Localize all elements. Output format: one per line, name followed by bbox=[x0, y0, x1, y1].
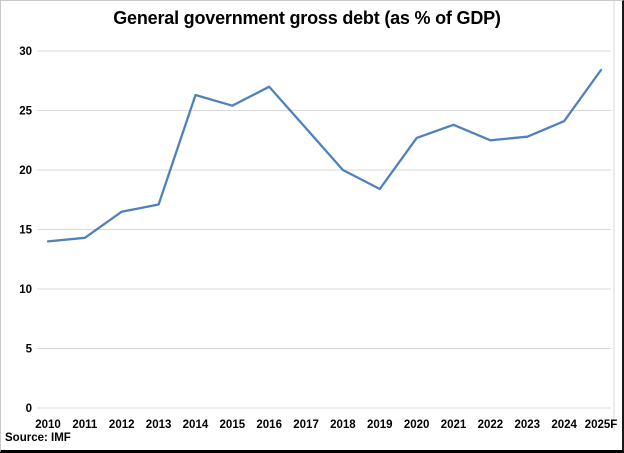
y-axis-tick-label: 25 bbox=[19, 106, 32, 118]
y-axis-tick-label: 5 bbox=[26, 344, 33, 356]
x-axis-tick-label: 2011 bbox=[72, 419, 98, 431]
y-axis-tick-label: 20 bbox=[19, 165, 32, 177]
x-axis-tick-label: 2016 bbox=[256, 419, 282, 431]
x-axis-tick-label: 2012 bbox=[109, 419, 135, 431]
x-axis-tick-label: 2017 bbox=[293, 419, 319, 431]
x-axis-tick-label: 2018 bbox=[330, 419, 356, 431]
x-axis-tick-label: 2015 bbox=[220, 419, 246, 431]
y-axis-tick-label: 10 bbox=[19, 284, 32, 296]
x-axis-tick-label: 2013 bbox=[146, 419, 172, 431]
x-axis-tick-label: 2023 bbox=[514, 419, 540, 431]
x-axis-tick-label: 2021 bbox=[441, 419, 467, 431]
x-axis-tick-label: 2022 bbox=[478, 419, 504, 431]
x-axis-tick-label: 2010 bbox=[35, 419, 61, 431]
chart-title: General government gross debt (as % of G… bbox=[113, 8, 501, 28]
y-axis-tick-label: 0 bbox=[26, 403, 32, 415]
x-axis-tick-label: 2019 bbox=[367, 419, 393, 431]
debt-trend-line bbox=[46, 68, 603, 243]
source-note: Source: IMF bbox=[5, 432, 71, 444]
x-axis-tick-label: 2014 bbox=[183, 419, 209, 431]
x-axis-tick-label: 2025F bbox=[585, 419, 618, 431]
y-axis-tick-label: 15 bbox=[19, 225, 32, 237]
x-axis-tick-label: 2020 bbox=[404, 419, 430, 431]
y-axis-tick-label: 30 bbox=[19, 46, 32, 58]
x-axis-tick-label: 2024 bbox=[551, 419, 577, 431]
